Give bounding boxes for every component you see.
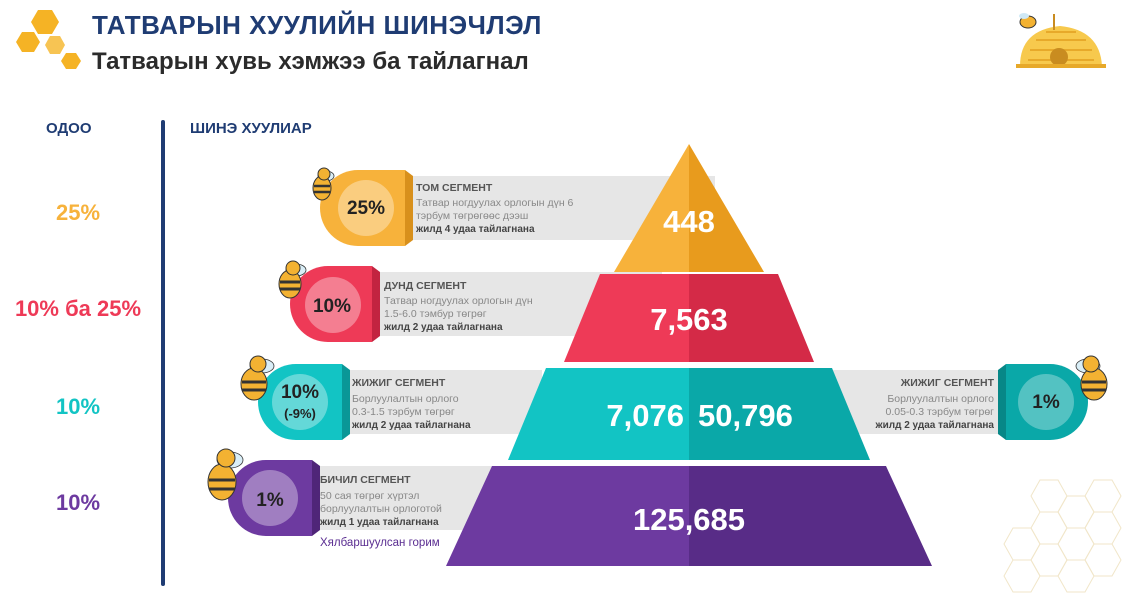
column-divider <box>161 120 165 586</box>
rate-tab-medium <box>290 266 380 342</box>
current-rate-micro: 10% <box>55 490 101 515</box>
new-rate-micro: 1% <box>256 490 284 511</box>
current-rate-small: 10% <box>55 394 101 419</box>
bee-icon <box>278 260 307 299</box>
honeycomb-background <box>1003 479 1122 593</box>
bee-icon <box>207 448 244 501</box>
pyramid-count-small: 7,076 <box>606 398 684 433</box>
segment-freq-large: жилд 4 удаа тайлагнана <box>416 224 535 235</box>
segment-desc-large-1: Татвар ногдуулах орлогын дүн 6 <box>416 197 574 209</box>
page-title: ТАТВАРЫН ХУУЛИЙН ШИНЭЧЛЭЛ <box>92 10 542 40</box>
pyramid-tier-medium <box>564 274 814 362</box>
segment-title-small-right: ЖИЖИГ СЕГМЕНТ <box>900 377 994 389</box>
segment-title-micro: БИЧИЛ СЕГМЕНТ <box>320 474 411 486</box>
segment-freq-small-right: жилд 2 удаа тайлагнана <box>875 420 994 431</box>
segment-freq-micro: жилд 1 удаа тайлагнана <box>320 517 439 528</box>
segment-desc-medium-1: Татвар ногдуулах орлогын дүн <box>384 295 533 307</box>
pyramid-count-medium: 7,563 <box>650 302 728 337</box>
segment-freq-small: жилд 2 удаа тайлагнана <box>352 420 471 431</box>
segment-desc-small-1: Борлуулалтын орлого <box>352 393 459 405</box>
pyramid-count-small-right: 50,796 <box>698 398 793 433</box>
hexagon-icon <box>61 53 81 69</box>
page-subtitle: Татварын хувь хэмжээ ба тайлагнал <box>92 48 529 75</box>
segment-title-medium: ДУНД СЕГМЕНТ <box>384 280 467 292</box>
new-rate-medium: 10% <box>312 296 352 317</box>
segment-title-large: ТОМ СЕГМЕНТ <box>416 182 493 194</box>
segment-desc-small-right-2: 0.05-0.3 тэрбум төгрөг <box>885 406 995 418</box>
rate-tab-small-right <box>998 364 1088 440</box>
pyramid-tier-large <box>614 144 764 272</box>
new-rate-small-change: (-9%) <box>284 406 316 421</box>
new-rate-large: 25% <box>346 198 386 219</box>
pyramid-tier-small <box>508 368 870 460</box>
pyramid-count-micro: 125,685 <box>632 502 746 537</box>
rate-tab-micro <box>228 460 320 536</box>
current-rate-large: 25% <box>55 200 101 225</box>
new-rate-small-right: 1% <box>1032 392 1060 413</box>
new-rate-small: 10% <box>280 382 320 403</box>
segment-desc-micro-1: 50 сая төгрөг хүртэл <box>320 490 420 502</box>
bee-icon <box>1075 355 1108 401</box>
hexagon-icon <box>16 10 65 54</box>
pyramid-tier-micro <box>446 466 932 566</box>
segment-desc-large-2: тэрбум төгрөгөөс дээш <box>416 210 529 222</box>
segment-desc-micro-2: борлуулалтын орлоготой <box>320 503 442 515</box>
column-new-label: ШИНЭ ХУУЛИАР <box>190 120 312 137</box>
rate-tab-large <box>320 170 413 246</box>
segment-freq-medium: жилд 2 удаа тайлагнана <box>384 322 503 333</box>
bee-icon <box>240 355 275 401</box>
pyramid-count-large: 448 <box>663 204 715 239</box>
simplified-regime-note: Хялбаршуулсан горим <box>320 537 440 549</box>
bee-icon <box>312 167 335 201</box>
rate-tab-small <box>258 364 350 440</box>
segment-desc-medium-2: 1.5-6.0 тэмбур төгрөг <box>384 308 487 320</box>
current-rate-medium: 10% ба 25% <box>14 296 142 321</box>
column-current-label: ОДОО <box>46 120 92 137</box>
beehive-logo-icon <box>1016 13 1106 68</box>
segment-title-small: ЖИЖИГ СЕГМЕНТ <box>352 377 446 389</box>
segment-desc-small-right-1: Борлуулалтын орлого <box>887 393 994 405</box>
segment-desc-small-2: 0.3-1.5 тэрбум төгрөг <box>352 406 455 418</box>
